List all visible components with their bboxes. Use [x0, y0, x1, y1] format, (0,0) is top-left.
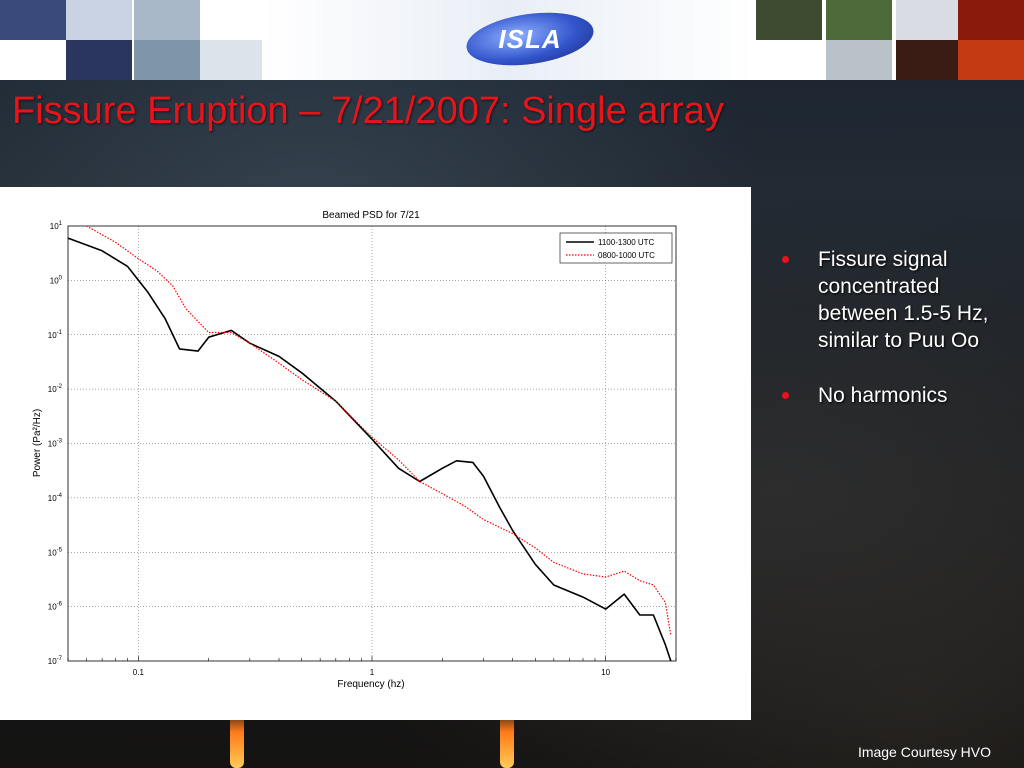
bullet-icon — [782, 392, 789, 399]
header-tile — [826, 40, 892, 80]
header-tile — [958, 0, 1024, 40]
x-tick-label: 0.1 — [133, 668, 145, 677]
bullet-item: No harmonics — [778, 382, 1008, 409]
psd-chart: Beamed PSD for 7/21 10110010-110-210-310… — [32, 210, 677, 690]
y-tick-label: 10-3 — [48, 439, 63, 449]
x-tick-label: 10 — [601, 668, 610, 677]
y-tick-label: 100 — [50, 275, 63, 285]
header-tile — [134, 0, 200, 40]
header-tile — [896, 40, 962, 80]
bullet-text: No harmonics — [818, 384, 948, 407]
header-banner: ISLA — [0, 0, 1024, 80]
header-tile — [134, 40, 200, 80]
x-tick-label: 1 — [370, 668, 375, 677]
legend-label: 0800-1000 UTC — [598, 251, 655, 260]
bullet-text: Fissure signal concentrated between 1.5-… — [818, 248, 989, 352]
legend-label: 1100-1300 UTC — [598, 238, 655, 247]
y-tick-label: 10-7 — [48, 656, 63, 666]
bullet-icon — [782, 256, 789, 263]
series-line-1100-1300 — [67, 237, 672, 662]
slide-title: Fissure Eruption – 7/21/2007: Single arr… — [12, 90, 724, 132]
header-tile — [958, 40, 1024, 80]
axis-ticks: 101 100 10-1 10-2 10-3 10-4 10-5 10-6 10-7 0.1 1 10 — [48, 221, 677, 677]
header-tile — [66, 40, 132, 80]
header-tile — [826, 0, 892, 40]
lava-glow-right — [500, 708, 514, 768]
header-tile — [200, 40, 266, 80]
series-layer — [67, 225, 672, 662]
bullet-item: Fissure signal concentrated between 1.5-… — [778, 246, 1008, 354]
image-credit: Image Courtesy HVO — [857, 744, 991, 760]
chart-panel: Beamed PSD for 7/21 101 100 10-1 10-2 10-3 10… — [0, 187, 751, 720]
bullet-list: Fissure signal concentrated between 1.5-… — [778, 246, 1008, 437]
y-tick-label: 10-5 — [48, 547, 63, 557]
isla-logo-text: ISLA — [498, 24, 562, 54]
lava-glow-left — [230, 708, 244, 768]
header-tile — [896, 0, 962, 40]
header-tile — [756, 0, 822, 40]
chart-title: Beamed PSD for 7/21 — [322, 210, 420, 221]
y-tick-label: 10-1 — [48, 330, 63, 340]
legend-box — [559, 232, 673, 264]
header-tile — [66, 0, 132, 40]
legend: 1100-1300 UTC 0800-1000 UTC — [559, 232, 673, 264]
y-tick-label: 10-2 — [48, 384, 63, 394]
y-tick-label: 101 — [50, 221, 63, 231]
header-tile — [0, 0, 66, 40]
y-axis-label: Power (Pa²/Hz) — [32, 409, 43, 477]
x-axis-label: Frequency (hz) — [337, 679, 404, 690]
y-tick-label: 10-4 — [48, 493, 63, 503]
y-tick-label: 10-6 — [48, 602, 63, 612]
series-line-0800-1000 — [86, 225, 672, 636]
grid — [68, 226, 676, 661]
